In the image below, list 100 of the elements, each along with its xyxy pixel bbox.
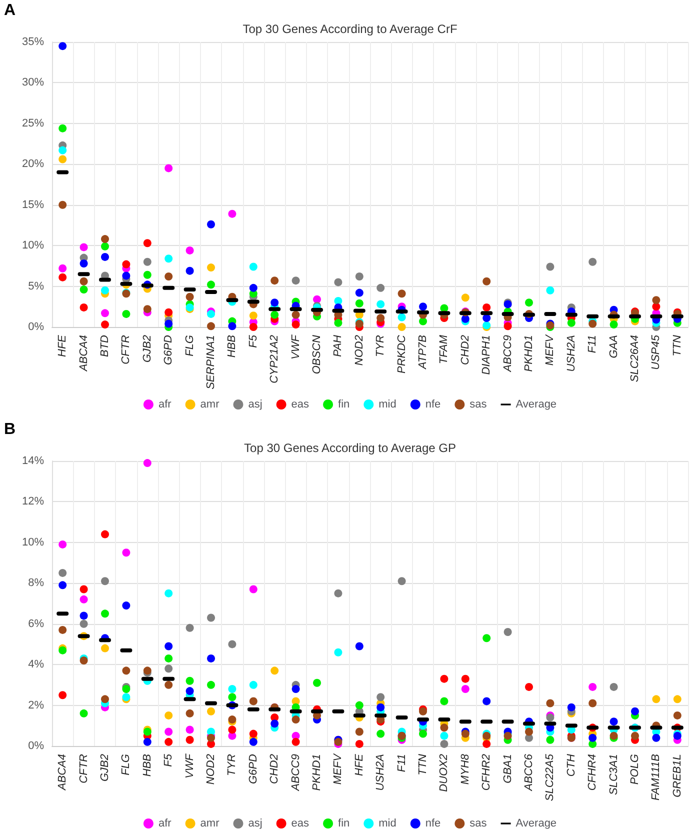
point [398, 290, 406, 298]
x-tick-label: DIAPH1 [480, 335, 493, 375]
x-tick-label: NOD2 [353, 335, 366, 366]
x-tick-label: G6PD [247, 754, 260, 784]
point [207, 322, 215, 330]
point [207, 280, 215, 289]
point [652, 296, 660, 304]
point [80, 595, 88, 604]
legend-label: fin [338, 818, 350, 830]
point [249, 680, 258, 689]
point [482, 277, 491, 286]
point [249, 312, 258, 320]
point [58, 273, 67, 282]
point [101, 309, 109, 318]
y-tick-label: 0% [28, 740, 44, 752]
point [207, 707, 215, 716]
point [461, 314, 470, 323]
x-tick-label: G6PD [162, 334, 175, 365]
point [398, 577, 406, 586]
legend-label: mid [378, 398, 396, 410]
x-tick-label: GJB2 [99, 754, 111, 782]
point [355, 299, 364, 308]
x-tick-label: TYR [374, 334, 387, 357]
legend-label: eas [291, 398, 310, 410]
y-tick-label: 14% [22, 455, 44, 467]
x-tick-label: CYP21A2 [268, 335, 281, 384]
x-tick-label: GREB1L [671, 754, 684, 798]
point [80, 303, 88, 312]
point [652, 734, 660, 742]
point [652, 695, 660, 704]
point [270, 276, 279, 285]
y-tick-label: 20% [22, 158, 44, 170]
chart-title: Top 30 Genes According to Average GP [244, 441, 456, 455]
x-tick-label: PKHD1 [523, 335, 535, 372]
point [186, 246, 194, 254]
x-tick-label: SERPINA1 [205, 335, 217, 390]
x-tick-label: TTN [417, 754, 429, 776]
x-tick-label: OBSCN [311, 334, 323, 374]
point [164, 680, 173, 689]
point [292, 738, 300, 746]
point [164, 272, 173, 281]
x-tick-label: TFAM [438, 334, 450, 364]
point [164, 254, 173, 263]
x-tick-label: MEFV [544, 333, 556, 366]
point [101, 320, 109, 329]
legend-label: amr [200, 398, 220, 410]
y-tick-label: 35% [22, 36, 44, 48]
point [610, 682, 618, 691]
point [376, 703, 385, 712]
point [546, 286, 554, 294]
x-tick-label: FLG [184, 334, 196, 356]
point [313, 678, 321, 687]
point [482, 303, 491, 312]
x-tick-label: USP45 [650, 334, 662, 370]
legend-label: nfe [425, 818, 441, 830]
legend-label: mid [378, 818, 396, 830]
point [376, 730, 385, 738]
x-tick-label: CFTR [78, 754, 90, 784]
point [122, 260, 130, 268]
point [207, 220, 215, 228]
point [207, 654, 215, 662]
point [249, 730, 258, 738]
point [164, 589, 173, 598]
x-tick-label: FLG [120, 754, 132, 776]
point [376, 284, 385, 292]
point [652, 302, 660, 311]
point [122, 685, 130, 693]
point [567, 703, 576, 712]
point [546, 736, 554, 744]
point [440, 674, 448, 683]
x-tick-label: VWF [290, 334, 302, 360]
y-tick-label: 10% [22, 240, 44, 252]
text: B [4, 421, 16, 439]
point [270, 666, 279, 675]
point [80, 259, 88, 268]
point [355, 701, 364, 710]
point [228, 640, 236, 648]
point [249, 284, 258, 292]
x-tick-label: CFHR4 [586, 754, 599, 791]
legend-label: sas [470, 818, 488, 830]
legend-label: Average [516, 398, 557, 410]
point [58, 691, 67, 700]
point [58, 626, 67, 634]
point [228, 210, 236, 218]
point [588, 320, 597, 328]
point [80, 277, 88, 286]
point [143, 258, 152, 266]
y-tick-label: 6% [28, 618, 44, 630]
point [504, 628, 512, 636]
x-tick-label: FAM111B [650, 754, 662, 800]
point [143, 459, 152, 468]
y-tick-label: 4% [28, 658, 44, 671]
point [249, 585, 258, 594]
x-tick-label: PAH [332, 334, 344, 357]
point [419, 317, 427, 326]
point [525, 682, 533, 691]
x-tick-label: VWF [184, 752, 196, 778]
x-tick-label: F11 [586, 335, 599, 354]
point [58, 264, 67, 272]
point [101, 577, 109, 586]
